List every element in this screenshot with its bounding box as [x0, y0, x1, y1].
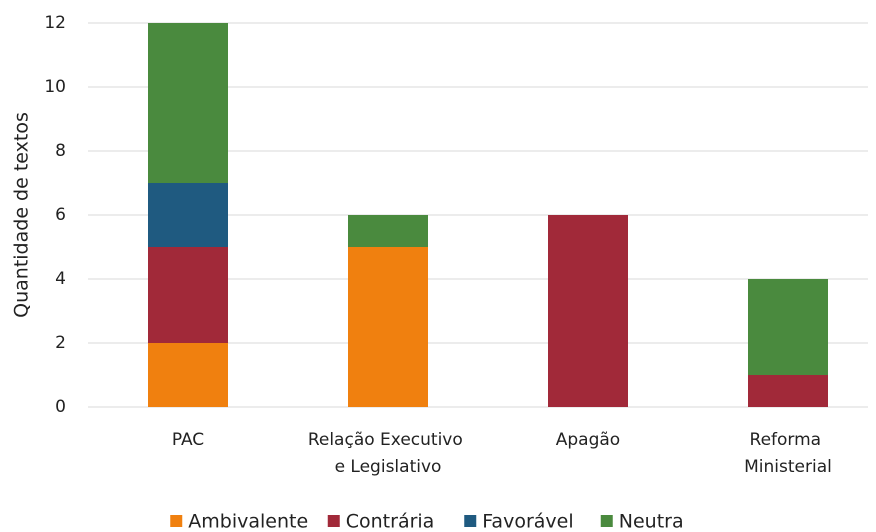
bar-segment: [748, 375, 828, 407]
y-axis-label: Quantidade de textos: [11, 112, 33, 318]
y-tick-label: 10: [44, 77, 66, 97]
legend-label: Favorável: [482, 511, 573, 532]
bar-segment: [148, 247, 228, 343]
x-tick-label: Relação Executivo e Legislativo: [308, 430, 468, 477]
legend-swatch: [327, 515, 340, 527]
legend-swatch: [464, 515, 477, 527]
y-tick-label: 8: [55, 141, 66, 161]
bar-segment: [748, 279, 828, 375]
bar-segment: [348, 247, 428, 407]
x-tick-label: Apagão: [556, 430, 620, 450]
bar-segment: [148, 343, 228, 407]
y-tick-label: 2: [55, 333, 66, 353]
y-tick-label: 0: [55, 397, 66, 417]
x-tick-label: Reforma Ministerial: [744, 430, 832, 477]
legend-swatch: [170, 515, 183, 527]
bar-segment: [148, 183, 228, 247]
bar-segment: [348, 215, 428, 247]
y-tick-label: 4: [55, 269, 66, 289]
y-tick-label: 12: [44, 13, 66, 33]
legend-label: Ambivalente: [188, 511, 308, 532]
bar-segment: [148, 23, 228, 183]
legend-label: Neutra: [619, 511, 684, 532]
legend-label: Contrária: [346, 511, 435, 532]
y-tick-label: 6: [55, 205, 66, 225]
bar-segment: [548, 215, 628, 407]
x-tick-label: PAC: [172, 430, 204, 450]
legend-swatch: [600, 515, 613, 527]
